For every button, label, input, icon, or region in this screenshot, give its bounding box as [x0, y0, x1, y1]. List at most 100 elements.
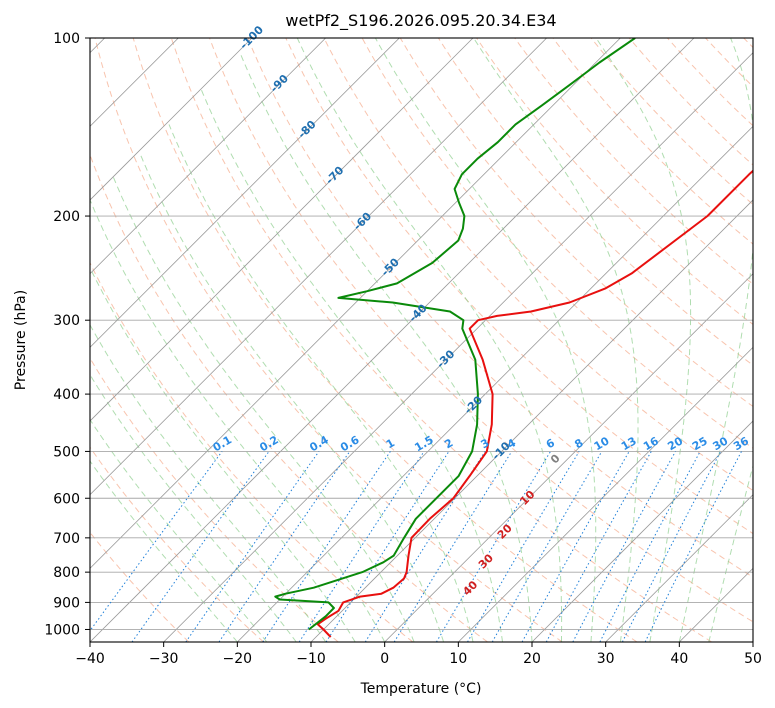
- y-tick-label: 900: [53, 595, 80, 611]
- dry-adiabat-line: [705, 38, 753, 88]
- mixing-ratio-line: [599, 451, 701, 642]
- sounding-series: [274, 38, 753, 638]
- mixing-ratio-label: 1: [384, 436, 397, 451]
- moist-adiabat-line: [90, 418, 268, 642]
- isotherm-label: -60: [351, 210, 374, 233]
- dry-adiabat-line: [552, 38, 753, 245]
- isotherm-line: [237, 125, 753, 642]
- x-tick-label: −30: [149, 651, 179, 667]
- moist-adiabat-line: [168, 124, 474, 642]
- isotherm-label: -70: [323, 164, 346, 187]
- isotherm-label: -80: [295, 118, 318, 141]
- x-tick-label: −10: [296, 651, 326, 667]
- mixing-ratio-line: [325, 451, 450, 642]
- y-tick-label: 700: [53, 531, 80, 547]
- dry-adiabat-line: [476, 38, 753, 326]
- dry-adiabat-line: [90, 153, 488, 642]
- mixing-ratio-label: 20: [665, 434, 685, 453]
- y-axis-label: Pressure (hPa): [13, 290, 29, 390]
- y-tick-label: 100: [53, 31, 80, 47]
- moist-adiabat-line: [90, 373, 297, 642]
- isotherm-line: [90, 38, 547, 496]
- isotherm-labels: -100-90-80-70-60-50-40-30-20-10: [237, 23, 513, 463]
- dry-adiabat-line: [743, 38, 753, 49]
- dry-adiabat-line: [514, 38, 753, 285]
- x-axis-label: Temperature (°C): [360, 681, 482, 697]
- mixing-ratio-line: [131, 451, 270, 642]
- mixing-ratio-label: 25: [690, 434, 710, 453]
- y-tick-label: 800: [53, 565, 80, 581]
- moist-adiabat-line: [90, 199, 386, 642]
- dry-adiabat-line: [437, 38, 753, 366]
- x-tick-label: 0: [380, 651, 389, 667]
- y-axis: 100 200 300 400 500 600 700 800 900 1000: [44, 31, 90, 638]
- mixing-ratio-line: [572, 451, 676, 642]
- moist-adiabat-line: [708, 463, 753, 642]
- dry-adiabat-line: [90, 261, 414, 642]
- dry-adiabat-line: [90, 446, 264, 642]
- isotherm-line: [310, 199, 753, 642]
- dry-adiabat-line: [170, 38, 712, 642]
- isotherm-label: -20: [462, 393, 485, 416]
- dry-adiabats: [90, 38, 753, 642]
- moist-adiabat-line: [296, 38, 563, 642]
- isotherm-line: [90, 38, 253, 201]
- isobars: [90, 38, 753, 630]
- y-tick-label: 400: [53, 387, 80, 403]
- mixing-ratio-label: 6: [544, 436, 557, 451]
- dry-adiabat-line: [247, 38, 753, 578]
- mixing-ratio-label: 8: [572, 436, 585, 451]
- mixing-ratio-label: 10: [592, 434, 612, 453]
- y-tick-label: 200: [53, 209, 80, 225]
- moist-adiabat-line: [678, 38, 753, 642]
- moist-adiabat-line: [595, 38, 692, 642]
- isotherm-line: [384, 273, 753, 642]
- y-tick-label: 300: [53, 313, 80, 329]
- dry-adiabat-line: [285, 38, 753, 535]
- moist-adiabat-line: [112, 177, 415, 642]
- mixing-ratio-label: 13: [619, 434, 639, 453]
- dry-adiabat-line: [590, 38, 753, 206]
- mixing-ratio-lines: [90, 451, 742, 642]
- isotherms: [90, 38, 753, 642]
- moist-adiabat-line: [139, 152, 445, 642]
- dry-adiabat-line: [132, 38, 638, 642]
- mixing-ratio-line: [521, 451, 630, 642]
- moist-adiabat-line: [374, 38, 597, 642]
- dry-adiabat-line: [667, 38, 753, 127]
- theta-e-label: 40: [460, 578, 480, 598]
- x-tick-label: 20: [523, 651, 541, 667]
- mixing-ratio-line: [218, 451, 351, 642]
- mixing-ratio-line: [90, 451, 223, 632]
- x-tick-label: 30: [597, 651, 615, 667]
- x-tick-label: 40: [670, 651, 688, 667]
- theta-e-label: 30: [476, 551, 496, 571]
- mixing-ratio-line: [644, 451, 742, 642]
- x-axis: −40 −30 −20 −10 0 10 20 30 40 50: [75, 642, 762, 667]
- isotherm-line: [163, 52, 753, 642]
- plot-frame: [89, 37, 754, 643]
- isotherm-line: [90, 38, 474, 422]
- mixing-ratio-label: 36: [731, 434, 751, 453]
- theta-e-label: 0: [548, 451, 563, 466]
- mixing-ratio-line: [185, 451, 320, 642]
- isotherm-line: [605, 494, 753, 642]
- dewpoint-line: [274, 38, 636, 631]
- dry-adiabat-line: [323, 38, 753, 492]
- moist-adiabat-line: [90, 323, 327, 642]
- isotherm-line: [458, 346, 753, 642]
- x-tick-label: 10: [449, 651, 467, 667]
- mixing-ratio-line: [262, 451, 391, 642]
- x-tick-label: 50: [744, 651, 762, 667]
- moist-adiabat-line: [90, 460, 238, 642]
- y-tick-label: 1000: [44, 622, 80, 638]
- isotherm-label: -30: [434, 347, 457, 370]
- isotherm-line: [752, 641, 753, 642]
- chart-title: wetPf2_S196.2026.095.20.34.E34: [285, 11, 556, 31]
- isotherm-line: [90, 38, 695, 642]
- mixing-ratio-line: [298, 451, 425, 642]
- moist-adiabat-line: [200, 88, 503, 642]
- dry-adiabat-line: [94, 38, 563, 642]
